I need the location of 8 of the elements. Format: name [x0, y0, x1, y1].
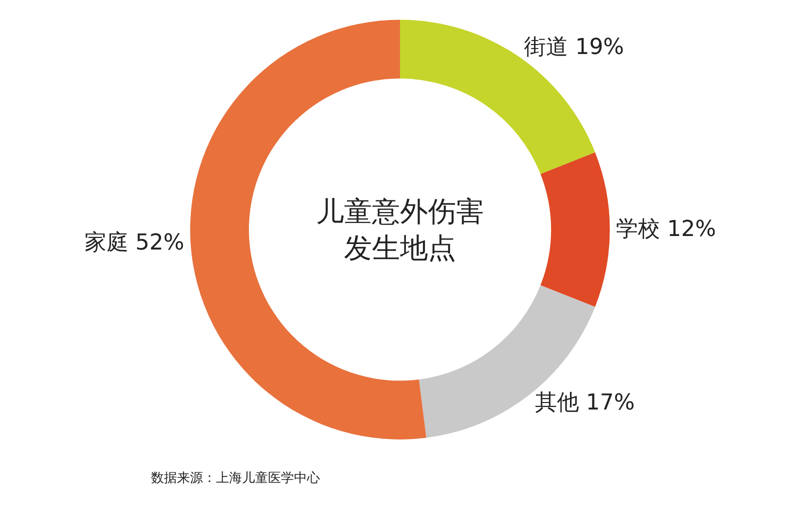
slice-label: 家庭 52%: [84, 230, 184, 256]
donut-slice: [540, 152, 610, 307]
slice-label: 街道 19%: [524, 34, 624, 60]
donut-slice: [190, 20, 426, 440]
text: 儿童意外伤害发生地点: [316, 195, 484, 264]
slice-label: 学校 12%: [616, 217, 716, 242]
source-note: 数据来源：上海儿童医学中心: [151, 470, 320, 486]
slice-label: 其他 17%: [534, 390, 635, 416]
